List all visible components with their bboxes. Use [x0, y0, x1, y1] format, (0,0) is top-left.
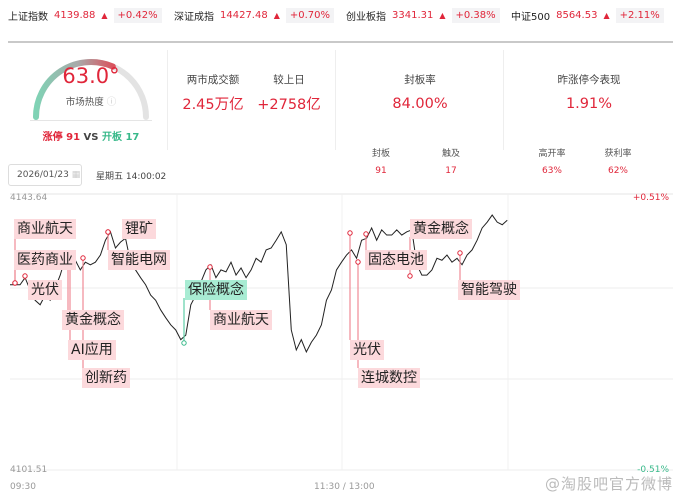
watermark: @淘股吧官方微博: [544, 475, 673, 493]
vs-text: VS: [83, 132, 99, 143]
heat-label: 市场热度 ⓘ: [8, 94, 174, 108]
seal-a-value: 91: [375, 166, 387, 176]
index-value: 4139.88: [54, 10, 96, 21]
weekday-time: 星期五 14:00:02: [96, 172, 167, 182]
limit-compare: 涨停 91 VS 开板 17: [8, 128, 174, 143]
annotation-marker: [355, 259, 361, 265]
index-sz[interactable]: 深证成指 14427.48 ▲ +0.70%: [174, 8, 335, 23]
x-label-open: 09:30: [10, 482, 36, 492]
up-arrow-icon: ▲: [101, 11, 108, 20]
heat-value: 63.0°: [62, 64, 120, 88]
index-change: +0.70%: [285, 8, 335, 23]
index-name: 上证指数: [8, 12, 48, 23]
sector-tag[interactable]: 智能驾驶: [458, 280, 520, 300]
yesterday-title: 昨涨停今表现: [557, 74, 621, 86]
seal-b-label: 触及: [441, 149, 460, 159]
annotation-marker: [80, 255, 86, 261]
sector-tag[interactable]: 光伏: [28, 280, 62, 300]
seal-a-label: 封板: [371, 149, 390, 159]
turnover-diff: +2758亿: [257, 97, 321, 113]
annotation-marker: [407, 273, 413, 279]
index-cyb[interactable]: 创业板指 3341.31 ▲ +0.38%: [346, 8, 500, 23]
yesterday-a-value: 63%: [541, 166, 562, 176]
sector-tag[interactable]: 保险概念: [185, 280, 247, 300]
heat-card: 63.0° 市场热度 ⓘ 涨停 91 VS 开板 17: [8, 50, 168, 150]
y-max-label: 4143.64: [10, 193, 48, 203]
seal-title: 封板率: [404, 74, 436, 86]
sector-tag[interactable]: 光伏: [350, 340, 384, 360]
index-name: 创业板指: [346, 12, 386, 23]
turnover-diff-label: 较上日: [273, 74, 305, 86]
annotation-marker: [22, 273, 28, 279]
sector-tag[interactable]: 商业航天: [14, 219, 76, 239]
pct-min-label: -0.51%: [637, 465, 669, 475]
index-sh[interactable]: 上证指数 4139.88 ▲ +0.42%: [8, 8, 162, 23]
sector-tag[interactable]: 黄金概念: [410, 219, 472, 239]
index-value: 8564.53: [556, 10, 598, 21]
annotation-marker: [12, 280, 18, 286]
annotation-marker: [207, 264, 213, 270]
y-min-label: 4101.51: [10, 465, 48, 475]
index-name: 中证500: [511, 12, 551, 23]
open-count: 17: [125, 132, 140, 143]
sector-tag[interactable]: 智能电网: [108, 250, 170, 270]
sector-tag[interactable]: 黄金概念: [62, 310, 124, 330]
heat-gauge: [33, 59, 149, 120]
yesterday-card: 昨涨停今表现 1.91% 高开率 63% 获利率 62%: [504, 50, 674, 176]
seal-card: 封板率 84.00% 封板 91 触及 17: [336, 50, 504, 176]
turnover-card: 两市成交额 2.45万亿 较上日 +2758亿: [168, 50, 336, 150]
index-value: 14427.48: [220, 10, 268, 21]
annotation-marker: [105, 229, 111, 235]
annotation-marker: [457, 250, 463, 256]
open-label: 开板: [101, 132, 122, 143]
up-arrow-icon: ▲: [603, 11, 610, 20]
index-change: +0.38%: [451, 8, 500, 23]
up-arrow-icon: ▲: [273, 11, 280, 20]
turnover-value: 2.45万亿: [182, 97, 244, 113]
turnover-label: 两市成交额: [186, 74, 240, 86]
info-circle-icon[interactable]: ⓘ: [106, 97, 117, 108]
annotation-marker: [181, 340, 187, 346]
sector-tag[interactable]: AI应用: [68, 340, 116, 360]
sector-tag[interactable]: 锂矿: [122, 219, 156, 239]
sector-tag[interactable]: 创新药: [82, 368, 130, 388]
sector-tag[interactable]: 商业航天: [210, 310, 272, 330]
up-arrow-icon: ▲: [439, 11, 446, 20]
date-picker[interactable]: 2026/01/23 ▦: [8, 164, 82, 186]
pct-max-label: +0.51%: [632, 193, 669, 203]
yesterday-value: 1.91%: [565, 96, 613, 112]
divider: [30, 120, 152, 121]
yesterday-b-label: 获利率: [604, 149, 632, 159]
sector-tag[interactable]: 医药商业: [14, 250, 76, 270]
divider: [8, 41, 673, 43]
price-line: [10, 214, 508, 354]
annotation-marker: [363, 231, 369, 237]
sector-tag[interactable]: 连城数控: [358, 368, 420, 388]
yesterday-b-value: 62%: [607, 166, 628, 176]
index-value: 3341.31: [392, 10, 434, 21]
seal-b-value: 17: [445, 166, 457, 176]
index-zz500[interactable]: 中证500 8564.53 ▲ +2.11%: [511, 8, 664, 23]
annotation-marker: [347, 230, 353, 236]
heat-label-text: 市场热度: [65, 97, 104, 108]
index-change: +2.11%: [615, 8, 664, 23]
index-change: +0.42%: [113, 8, 162, 23]
yesterday-a-label: 高开率: [538, 149, 566, 159]
seal-value: 84.00%: [392, 96, 448, 112]
index-name: 深证成指: [174, 12, 214, 23]
date-value: 2026/01/23: [17, 170, 69, 180]
limit-up-count: 91: [66, 132, 81, 143]
x-label-midday: 11:30 / 13:00: [314, 482, 375, 492]
sector-tag[interactable]: 固态电池: [365, 250, 427, 270]
calendar-icon: ▦: [71, 170, 81, 180]
limit-up-label: 涨停: [42, 132, 63, 143]
